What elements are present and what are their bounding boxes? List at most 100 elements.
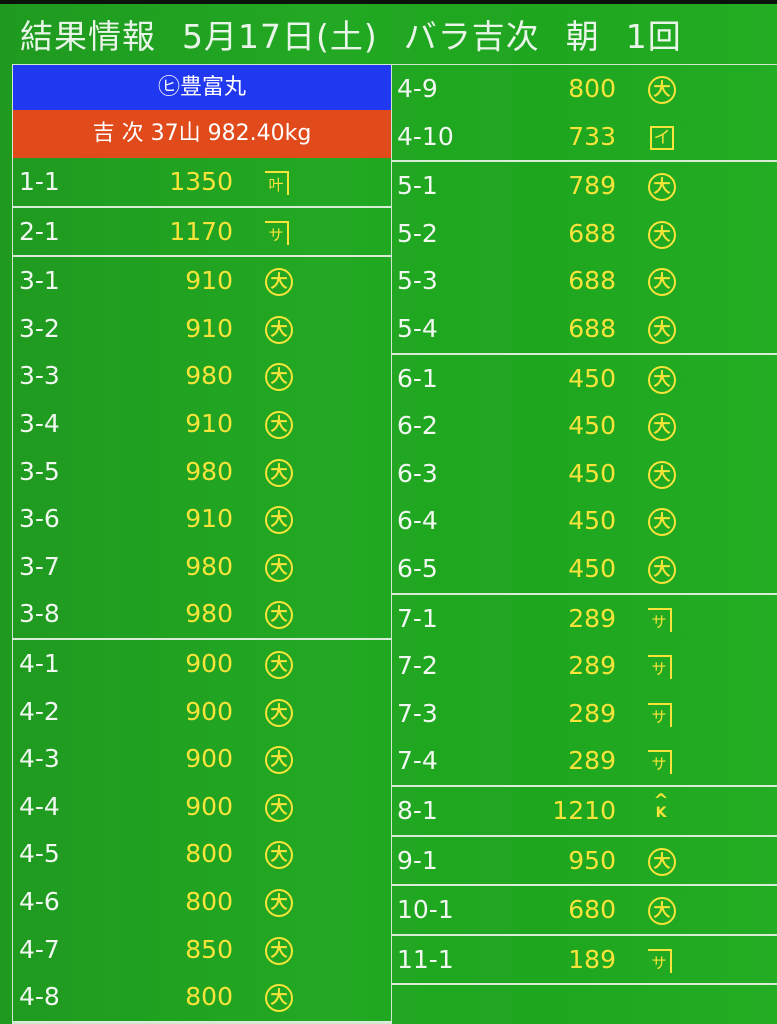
- buyer-mark-icon: 大: [648, 897, 676, 926]
- lot-number: 9-1: [397, 845, 438, 875]
- lot-number: 11-1: [397, 944, 454, 974]
- lot-price: 980: [185, 599, 233, 629]
- buyer-mark-icon: 大: [648, 76, 676, 104]
- buyer-mark-icon: 大: [265, 650, 293, 679]
- buyer-mark-icon: サ: [648, 702, 672, 727]
- lot-row: 4-5 800 大: [13, 830, 391, 878]
- buyer-mark-icon: イ: [650, 125, 674, 150]
- lot-price: 910: [185, 266, 233, 296]
- buyer-mark-icon: 大: [648, 555, 676, 584]
- lot-group: 3-1 910 大 3-2 910 大 3-3 980 大 3-4 910 大 3-5 980 大 3-6 91…: [13, 257, 391, 640]
- right-column: 4-9 800 大 4-10 733 イ 5-1 789 大 5-2 688 大 5-3 688 大 5-4 6…: [391, 64, 777, 986]
- lot-number: 7-2: [397, 651, 438, 681]
- lot-price: 450: [568, 363, 616, 393]
- lot-row: 5-4 688 大: [391, 305, 777, 353]
- lot-number: 6-5: [397, 553, 438, 583]
- auction-result-board: 結果情報 5月17日(土) バラ吉次朝 1回 ㋪豊富丸 吉 次 37山 982.40k…: [0, 4, 777, 1024]
- lot-price: 688: [568, 313, 616, 343]
- fish-category: バラ吉次: [403, 17, 540, 56]
- lot-number: 3-7: [19, 551, 60, 581]
- buyer-mark-icon: 大: [265, 888, 293, 917]
- lot-row: 3-4 910 大: [13, 400, 391, 448]
- lot-number: 3-5: [19, 456, 60, 486]
- lot-price: 289: [568, 603, 616, 633]
- lot-price: 289: [568, 698, 616, 728]
- lot-price: 289: [568, 746, 616, 776]
- lot-number: 4-3: [19, 744, 60, 774]
- buyer-mark-icon: 大: [648, 173, 676, 202]
- lot-price: 980: [185, 456, 233, 486]
- lot-number: 4-8: [19, 982, 60, 1012]
- buyer-mark-icon: 大: [265, 746, 293, 775]
- lot-group: 5-1 789 大 5-2 688 大 5-3 688 大 5-4 688 大: [391, 162, 777, 355]
- buyer-mark-icon: 大: [648, 365, 676, 394]
- board-title: 結果情報: [20, 17, 156, 56]
- lot-row: 3-3 980 大: [13, 352, 391, 400]
- lot-row: 6-4 450 大: [391, 497, 777, 545]
- buyer-mark-icon: 大: [265, 315, 293, 344]
- lot-price: 900: [185, 648, 233, 678]
- lot-row: 4-7 850 大: [13, 926, 391, 974]
- lot-row: 6-5 450 大: [391, 545, 777, 593]
- lot-row: 4-6 800 大: [13, 878, 391, 926]
- lot-price: 688: [568, 218, 616, 248]
- lot-number: 4-6: [19, 886, 60, 916]
- lot-price: 289: [568, 651, 616, 681]
- lot-price: 450: [568, 506, 616, 536]
- lot-number: 3-8: [19, 599, 60, 629]
- lot-number: 7-3: [397, 698, 438, 728]
- lot-price: 680: [568, 895, 616, 925]
- lot-number: 3-4: [19, 408, 60, 438]
- buyer-mark-icon: 叶: [265, 171, 289, 195]
- board-header: 結果情報 5月17日(土) バラ吉次朝 1回: [20, 12, 708, 62]
- buyer-mark-icon: 大: [648, 268, 676, 297]
- lot-group: 10-1 680 大: [391, 886, 777, 936]
- lot-row: 3-1 910 大: [13, 257, 391, 305]
- lot-price: 800: [185, 982, 233, 1012]
- lot-number: 5-3: [397, 266, 438, 296]
- lot-price: 910: [185, 504, 233, 534]
- lot-price: 733: [568, 121, 616, 151]
- lot-row: 6-3 450 大: [391, 450, 777, 498]
- buyer-mark-icon: 大: [265, 553, 293, 582]
- lot-row: 7-1 289 サ: [391, 595, 777, 643]
- lot-row: 5-1 789 大: [391, 162, 777, 210]
- lot-price: 800: [568, 74, 616, 103]
- lot-price: 789: [568, 171, 616, 201]
- lot-price: 800: [185, 839, 233, 869]
- lot-price: 800: [185, 886, 233, 916]
- buyer-mark-icon: 大: [265, 363, 293, 392]
- lot-row: 7-3 289 サ: [391, 690, 777, 738]
- lot-number: 4-1: [19, 648, 60, 678]
- lot-price: 450: [568, 553, 616, 583]
- lot-number: 10-1: [397, 895, 454, 925]
- lot-group: 6-1 450 大 6-2 450 大 6-3 450 大 6-4 450 大 6-5 450 大: [391, 355, 777, 595]
- lot-number: 4-10: [397, 121, 454, 151]
- buyer-mark-icon: 大: [648, 847, 676, 876]
- lot-number: 3-3: [19, 361, 60, 391]
- lot-price: 1210: [552, 795, 616, 825]
- lot-row: 10-1 680 大: [391, 886, 777, 934]
- lot-price: 450: [568, 458, 616, 488]
- lot-price: 900: [185, 744, 233, 774]
- buyer-mark-icon: サ: [648, 948, 672, 973]
- buyer-mark-icon: 大: [265, 506, 293, 535]
- buyer-mark-icon: 大: [265, 410, 293, 439]
- lot-row: 5-2 688 大: [391, 210, 777, 258]
- buyer-mark-icon: 大: [648, 508, 676, 537]
- lot-number: 4-4: [19, 791, 60, 821]
- buyer-mark-icon: 大: [265, 268, 293, 297]
- lot-row: 4-3 900 大: [13, 735, 391, 783]
- lot-number: 7-1: [397, 603, 438, 633]
- lot-number: 8-1: [397, 795, 438, 825]
- ship-name: ㋪豊富丸: [13, 65, 391, 110]
- lot-group: 4-1 900 大 4-2 900 大 4-3 900 大 4-4 900 大 4-5 800 大 4-6 80…: [13, 640, 391, 1023]
- buyer-mark-icon: 大: [265, 601, 293, 630]
- buyer-mark-icon: 大: [265, 984, 293, 1013]
- session: 朝: [565, 17, 600, 56]
- lot-number: 7-4: [397, 746, 438, 776]
- lot-price: 950: [568, 845, 616, 875]
- lot-row: 2-1 1170 サ: [13, 208, 391, 256]
- lot-row: 3-2 910 大: [13, 305, 391, 353]
- round: 1回: [625, 17, 682, 56]
